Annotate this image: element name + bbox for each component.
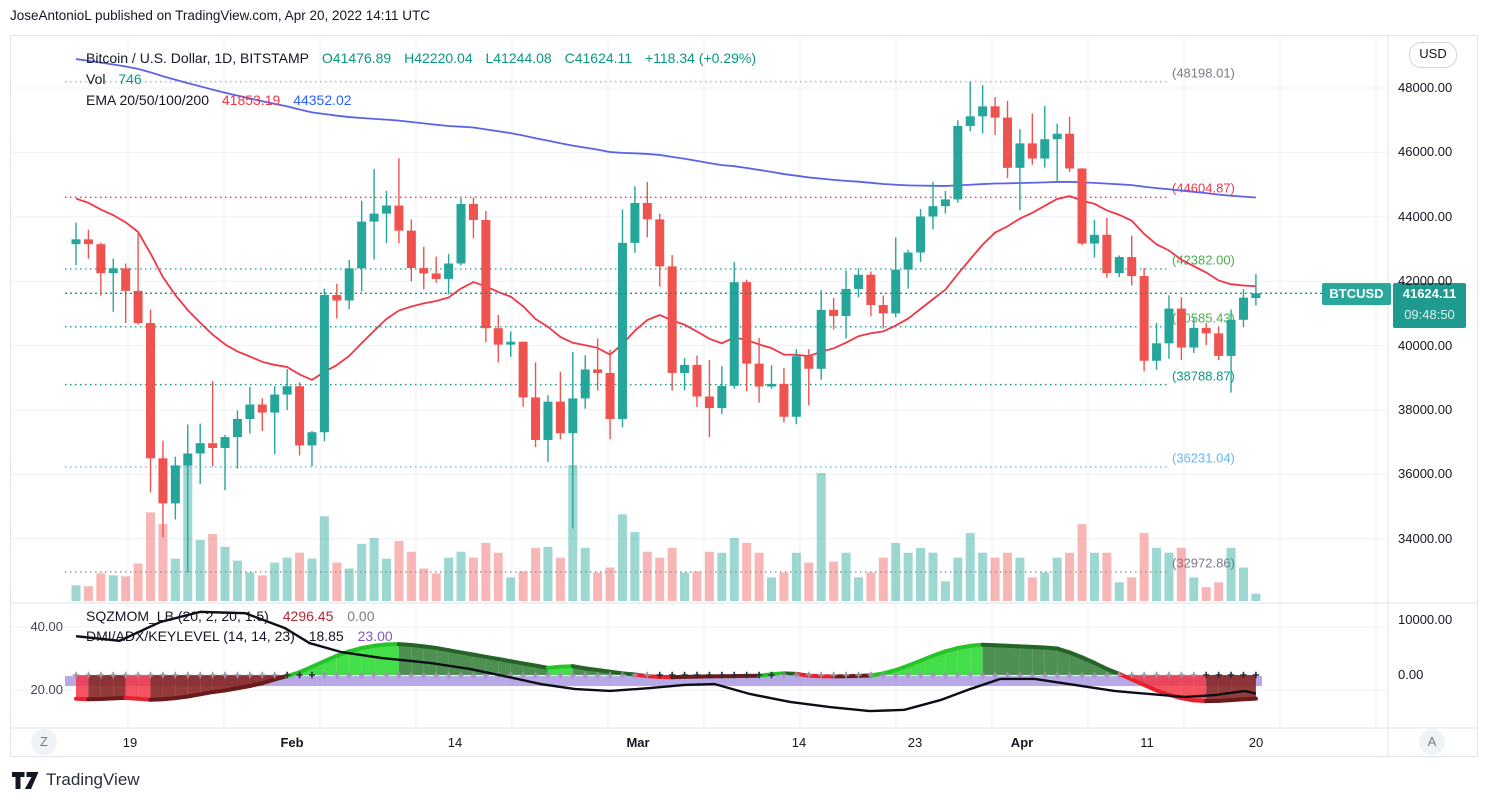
auto-scale-button[interactable]: A: [1419, 729, 1445, 755]
countdown-timer: 09:48:50: [1404, 307, 1455, 322]
sqzmom-zero-value: 0.00: [347, 608, 375, 624]
time-tick-label: 14: [791, 735, 807, 750]
candles-layer: [71, 81, 1261, 573]
indicator-tick-label: 10000.00: [1398, 612, 1453, 627]
price-tick-label: 40000.00: [1398, 337, 1453, 353]
time-tick-label: Apr: [1010, 735, 1034, 750]
vol-label: Vol: [86, 71, 106, 87]
sqzmom-label: SQZMOM_LB (20, 2, 20, 1.5): [86, 608, 269, 624]
dmi-scale-label: 40.00: [30, 619, 63, 634]
time-tick-label: 11: [1140, 735, 1154, 750]
chart-card: [10, 35, 1478, 757]
attribution-header: JoseAntonioL published on TradingView.co…: [10, 8, 431, 23]
price-tick-label: 36000.00: [1398, 466, 1453, 482]
keylevel-value: 23.00: [357, 628, 393, 644]
vol-value: 746: [118, 71, 142, 87]
price-tick-label: 42000.00: [1398, 273, 1453, 289]
last-price-badge: 41624.11 09:48:50: [1393, 283, 1466, 328]
ohlc-high: H42220.04: [404, 50, 473, 66]
ohlc-low: L41244.08: [485, 50, 552, 66]
level-lines-layer: [65, 80, 1168, 573]
sqzmom-value: 4296.45: [282, 608, 334, 624]
adx-line: [75, 610, 1257, 713]
price-tick-label: 44000.00: [1398, 208, 1453, 224]
price-tick-label: 38000.00: [1398, 402, 1453, 417]
last-price-value: 41624.11: [1402, 286, 1457, 301]
price-level-label: (32972.86): [1172, 555, 1235, 571]
time-tick-label: 20: [1248, 735, 1264, 750]
last-price-symbol-badge: BTCUSD: [1322, 283, 1391, 305]
main-legend: Bitcoin / U.S. Dollar, 1D, BITSTAMP O414…: [86, 48, 756, 111]
tradingview-logo-icon: [12, 771, 39, 789]
dmi-legend-row[interactable]: DMI/ADX/KEYLEVEL (14, 14, 23) 18.85 23.0…: [86, 628, 393, 644]
timezone-button[interactable]: Z: [31, 729, 57, 755]
dmi-label: DMI/ADX/KEYLEVEL (14, 14, 23): [86, 628, 295, 644]
price-level-label: (40585.43): [1172, 310, 1235, 326]
price-tick-label: 46000.00: [1398, 144, 1453, 160]
legend-ema-row[interactable]: EMA 20/50/100/200 41853.19 44352.02: [86, 90, 756, 111]
change-value: +118.34 (+0.29%): [644, 50, 756, 66]
currency-toggle-button[interactable]: USD: [1409, 42, 1457, 68]
squeeze-crosses-layer: [72, 671, 1260, 679]
ema-fast-value: 41853.19: [221, 92, 281, 108]
price-level-label: (48198.01): [1172, 65, 1235, 81]
ohlc-close: C41624.11: [564, 50, 633, 66]
ema-slow-value: 44352.02: [293, 92, 352, 108]
grid-layer: [11, 36, 1387, 727]
adx-value: 18.85: [308, 628, 344, 644]
tradingview-logo[interactable]: TradingView: [12, 770, 140, 790]
legend-volume-row[interactable]: Vol 746: [86, 69, 756, 90]
indicator-layer: [65, 642, 1262, 704]
time-tick-label: 19: [122, 735, 138, 750]
ema-label: EMA 20/50/100/200: [86, 92, 209, 108]
volume-layer: [71, 463, 1261, 601]
legend-symbol-row[interactable]: Bitcoin / U.S. Dollar, 1D, BITSTAMP O414…: [86, 48, 756, 69]
price-level-label: (38788.87): [1172, 368, 1235, 384]
time-tick-label: Mar: [626, 735, 650, 750]
time-tick-label: 14: [447, 735, 463, 750]
ohlc-open: O41476.89: [321, 50, 392, 66]
time-tick-label: Feb: [280, 735, 304, 750]
price-tick-label: 48000.00: [1398, 80, 1453, 95]
tradingview-logo-text: TradingView: [46, 770, 140, 789]
dmi-scale-label: 20.00: [30, 682, 63, 697]
price-tick-label: 34000.00: [1398, 530, 1453, 546]
symbol-title: Bitcoin / U.S. Dollar, 1D, BITSTAMP: [86, 50, 310, 66]
time-tick-label: 23: [907, 735, 923, 750]
indicator-tick-label: 0.00: [1398, 667, 1424, 682]
separators-layer: [11, 36, 1477, 756]
adx-layer: [75, 610, 1257, 713]
price-level-label: (36231.04): [1172, 450, 1235, 466]
sqzmom-legend-row[interactable]: SQZMOM_LB (20, 2, 20, 1.5) 4296.45 0.00: [86, 608, 375, 624]
ema-lines-layer: [75, 58, 1256, 381]
